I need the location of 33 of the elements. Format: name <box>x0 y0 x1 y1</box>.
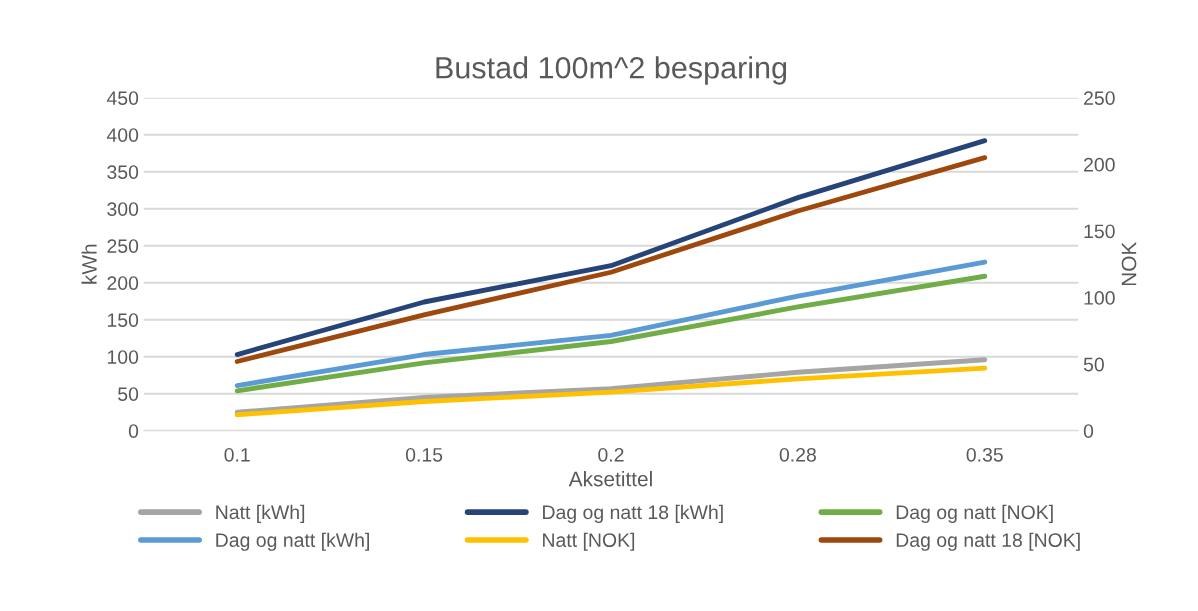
legend-label: Natt [kWh] <box>216 504 305 523</box>
y2-tick-label: 150 <box>1084 224 1115 239</box>
y2-tick-label: 200 <box>1084 157 1115 172</box>
y2-tick-label: 50 <box>1083 357 1104 372</box>
line-series <box>234 365 988 418</box>
legend-label: Dag og natt 18 [kWh] <box>543 504 723 523</box>
y-tick-label: 250 <box>107 239 139 253</box>
y-axis-title: kWh <box>81 244 97 284</box>
y-tick-label: 450 <box>106 91 139 105</box>
legend-label: Dag og natt [kWh] <box>216 532 369 551</box>
x-tick-label: 0.1 <box>224 447 250 462</box>
line-series <box>234 357 988 415</box>
y2-tick-label: 0 <box>1083 424 1094 438</box>
x-tick-label: 0.28 <box>779 447 816 462</box>
y-tick-label: 400 <box>106 128 139 142</box>
x-tick-label: 0.2 <box>598 447 624 462</box>
y-tick-label: 50 <box>118 387 139 401</box>
legend-label: Dag og natt [NOK] <box>896 504 1053 523</box>
y-tick-label: 300 <box>107 202 139 216</box>
y-tick-label: 0 <box>128 424 139 438</box>
y-tick-label: 150 <box>107 313 139 327</box>
y2-tick-label: 100 <box>1084 291 1115 305</box>
x-axis-title: Aksetittel <box>568 471 652 487</box>
y-tick-label: 350 <box>107 165 139 179</box>
legend-label: Natt [NOK] <box>543 532 635 551</box>
y2-axis-title: NOK <box>1121 241 1137 286</box>
chart-title: Bustad 100m^2 besparing <box>436 56 787 85</box>
x-tick-label: 0.35 <box>966 447 1003 462</box>
y2-tick-label: 250 <box>1084 91 1115 105</box>
y-tick-label: 200 <box>107 276 139 290</box>
legend-label: Dag og natt 18 [NOK] <box>896 532 1080 551</box>
y-tick-label: 100 <box>107 350 139 364</box>
x-tick-label: 0.15 <box>405 447 443 462</box>
